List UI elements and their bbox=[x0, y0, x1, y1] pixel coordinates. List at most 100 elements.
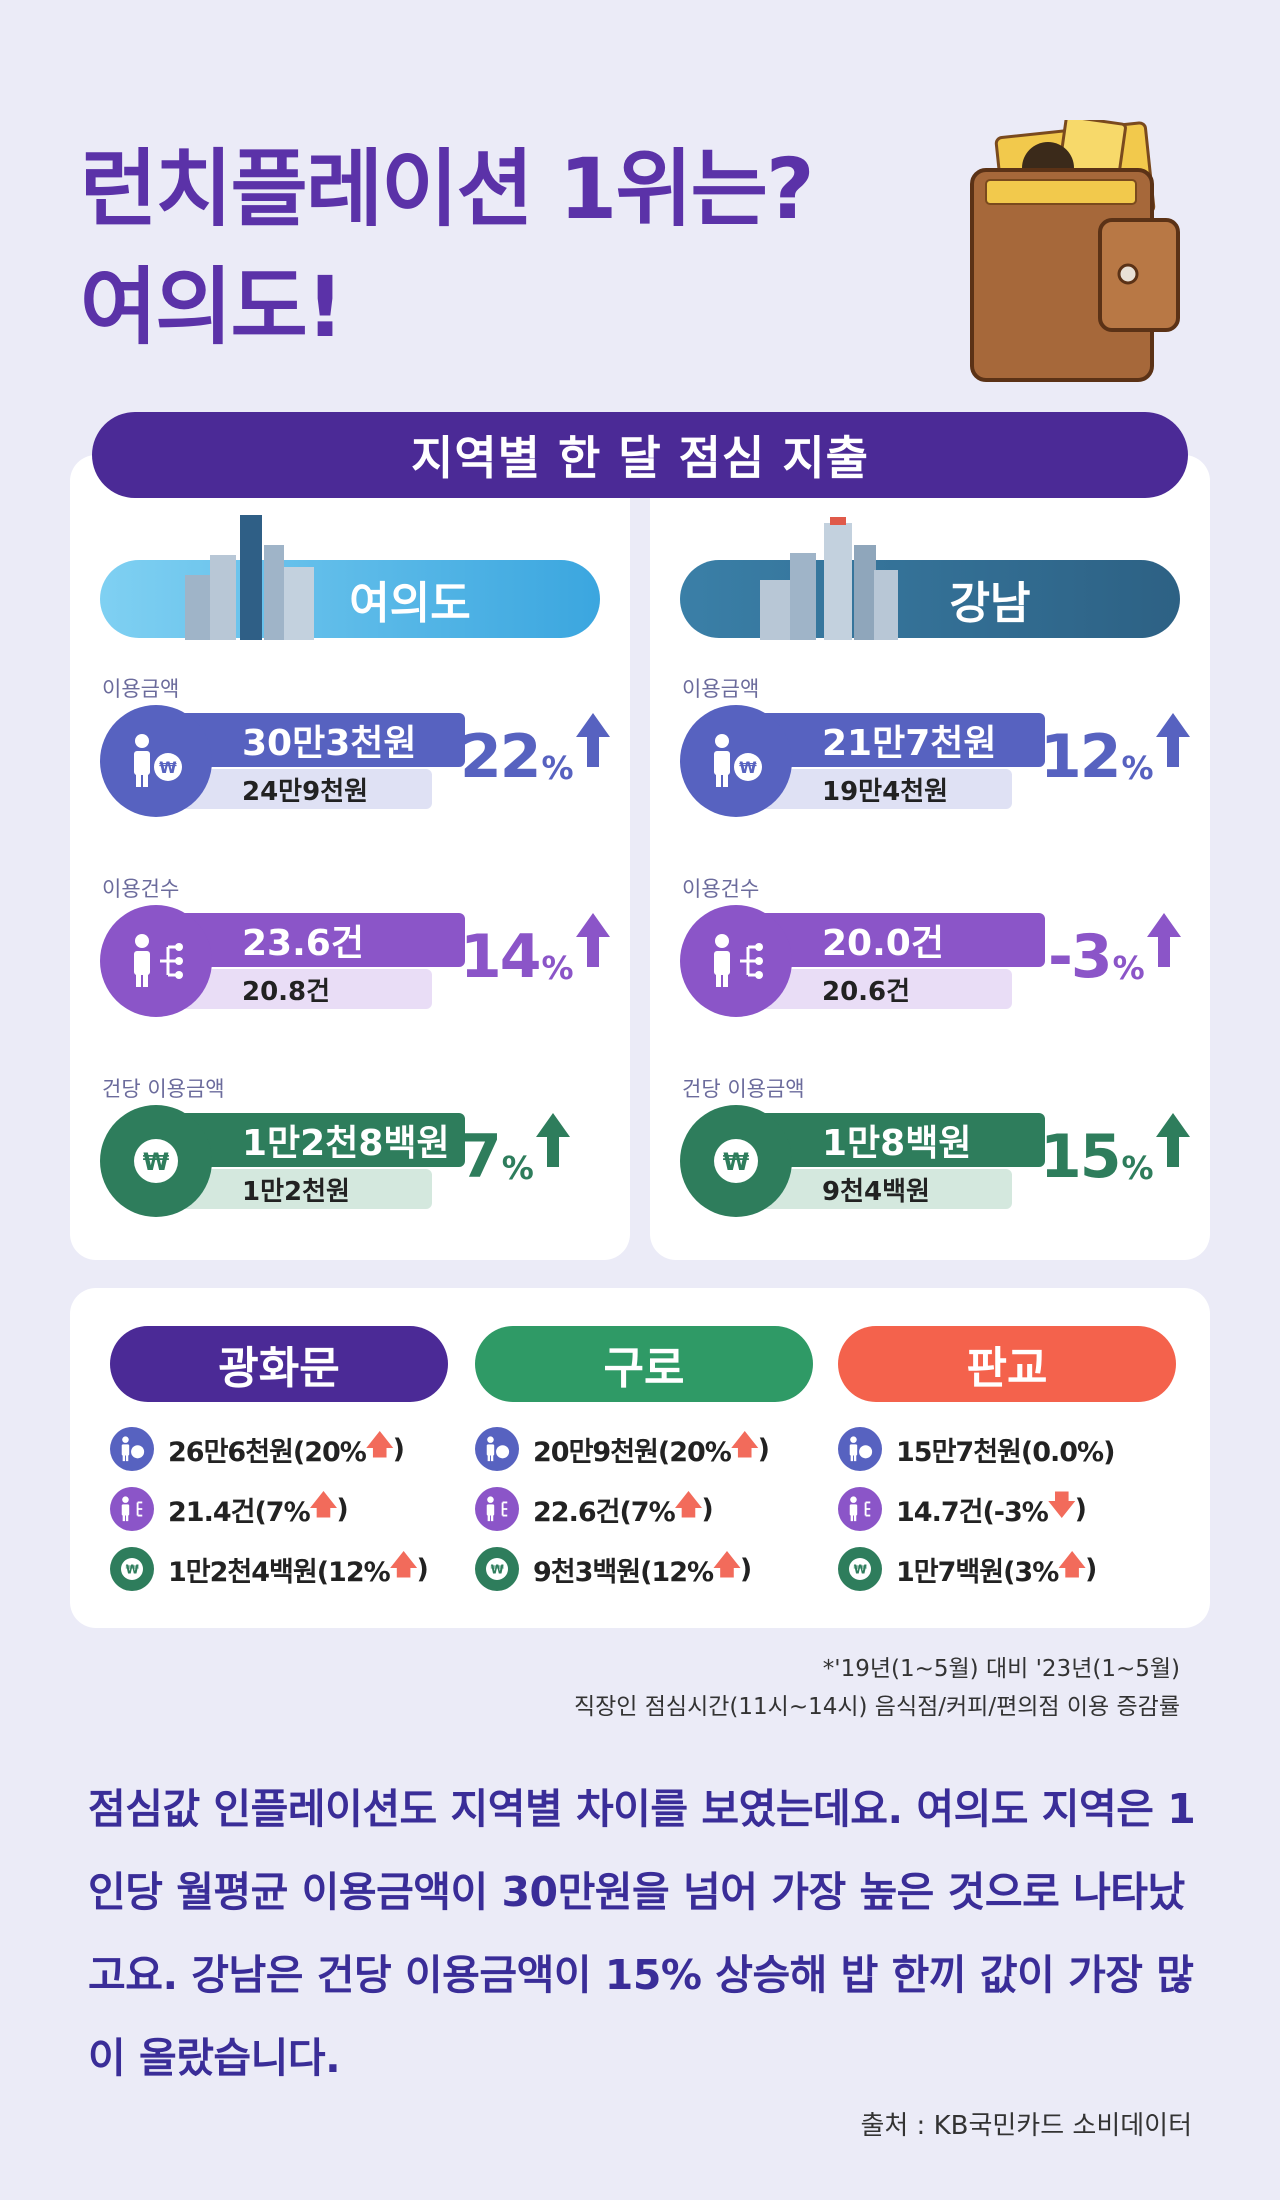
person-won-icon: ₩ bbox=[100, 705, 212, 817]
footnote-line1: *'19년(1~5월) 대비 '23년(1~5월) bbox=[822, 1656, 1180, 1682]
person-won-icon: ₩ bbox=[680, 705, 792, 817]
metric-count: 20.0건 20.6건 -3% bbox=[680, 905, 1200, 1025]
metric-per-case: 1만8백원 9천4백원 ₩ 15% bbox=[680, 1105, 1200, 1225]
metric-count: 23.6건 20.8건 14% bbox=[100, 905, 620, 1025]
wallet-icon: 5000 bbox=[970, 120, 1180, 382]
pangyo-per-case: ₩ 1만7백원(3% 🡅) bbox=[838, 1544, 1097, 1594]
arrow-up-icon bbox=[575, 713, 610, 767]
person-network-icon bbox=[475, 1487, 519, 1531]
won-coin-icon: ₩ bbox=[100, 1105, 212, 1217]
per-case-close: ) bbox=[1085, 1553, 1097, 1585]
region-name: 여의도 bbox=[349, 578, 471, 629]
headline-line2: 여의도! bbox=[80, 258, 344, 356]
count-pct: 14% bbox=[460, 907, 610, 1007]
arrow-up-icon bbox=[1146, 913, 1181, 967]
section-banner: 지역별 한 달 점심 지출 bbox=[92, 412, 1188, 498]
amount-value: 26만6천원(20% bbox=[168, 1436, 367, 1468]
pct-unit: % bbox=[541, 749, 574, 787]
count-previous: 20.6건 bbox=[760, 969, 1012, 1009]
region-name: 강남 bbox=[949, 578, 1031, 629]
per-case-pct: 15% bbox=[1040, 1107, 1190, 1207]
per-case-pct: 7% bbox=[460, 1107, 570, 1207]
pangyo-count: 14.7건(-3% 🡇) bbox=[838, 1484, 1087, 1534]
gwanghwamun-per-case: ₩ 1만2천4백원(12% 🡅) bbox=[110, 1544, 429, 1594]
per-case-previous: 9천4백원 bbox=[760, 1169, 1012, 1209]
pct-unit: % bbox=[541, 949, 574, 987]
label-count: 이용건수 bbox=[682, 877, 760, 901]
count-close: ) bbox=[336, 1493, 348, 1525]
won-coin-icon: ₩ bbox=[680, 1105, 792, 1217]
region-pill-yeouido: 여의도 bbox=[100, 560, 600, 638]
other-regions-card: 광화문 26만6천원(20% 🡅) 21.4건(7% 🡅) ₩ 1만2천4백원(12… bbox=[70, 1288, 1210, 1628]
person-won-icon bbox=[110, 1427, 154, 1471]
metric-amount: 30만3천원 24만9천원 ₩ 22% bbox=[100, 705, 620, 825]
pct-value: 15 bbox=[1040, 1122, 1121, 1192]
per-case-previous: 1만2천원 bbox=[180, 1169, 432, 1209]
pct-unit: % bbox=[1121, 749, 1154, 787]
skyline-icon bbox=[185, 515, 314, 640]
label-count: 이용건수 bbox=[102, 877, 180, 901]
gwanghwamun-count: 21.4건(7% 🡅) bbox=[110, 1484, 349, 1534]
arrow-up-icon: 🡅 bbox=[713, 1550, 741, 1581]
amount-value: 15만7천원(0.0%) bbox=[896, 1436, 1115, 1468]
arrow-up-icon bbox=[1155, 713, 1190, 767]
won-coin-icon: ₩ bbox=[475, 1547, 519, 1591]
count-pct: -3% bbox=[1048, 907, 1181, 1007]
count-current: 20.0건 bbox=[760, 913, 1045, 967]
arrow-down-icon: 🡇 bbox=[1047, 1490, 1076, 1521]
region-pill-gangnam: 강남 bbox=[680, 560, 1180, 638]
svg-text:₩: ₩ bbox=[143, 1148, 170, 1176]
region-pill-gwanghwamun: 광화문 bbox=[110, 1326, 448, 1402]
pct-unit: % bbox=[501, 1149, 534, 1187]
person-network-icon bbox=[680, 905, 792, 1017]
svg-text:₩: ₩ bbox=[491, 1563, 505, 1577]
amount-close: ) bbox=[757, 1433, 770, 1465]
amount-pct: 12% bbox=[1040, 707, 1190, 807]
guro-count: 22.6건(7% 🡅) bbox=[475, 1484, 714, 1534]
source-credit: 출처 : KB국민카드 소비데이터 bbox=[860, 2111, 1192, 2141]
person-network-icon bbox=[110, 1487, 154, 1531]
region-card-gangnam: 강남 이용금액 21만7천원 19만4천원 ₩ 12% 이용건수 20.0건 2… bbox=[650, 455, 1210, 1260]
person-won-icon bbox=[475, 1427, 519, 1471]
arrow-up-icon: 🡅 bbox=[389, 1550, 418, 1581]
arrow-up-icon bbox=[535, 1113, 570, 1167]
guro-amount: 20만9천원(20% 🡅) bbox=[475, 1424, 770, 1474]
per-case-close: ) bbox=[739, 1553, 752, 1585]
pct-unit: % bbox=[1112, 949, 1145, 987]
arrow-up-icon bbox=[575, 913, 610, 967]
arrow-up-icon: 🡅 bbox=[309, 1490, 338, 1521]
arrow-up-icon bbox=[1155, 1113, 1190, 1167]
pct-value: -3 bbox=[1048, 922, 1113, 992]
amount-close: ) bbox=[392, 1433, 405, 1465]
person-network-icon bbox=[100, 905, 212, 1017]
pct-value: 12 bbox=[1040, 722, 1121, 792]
svg-text:₩: ₩ bbox=[854, 1563, 868, 1577]
count-current: 23.6건 bbox=[180, 913, 465, 967]
count-value: 22.6건(7% bbox=[533, 1496, 676, 1528]
amount-current: 30만3천원 bbox=[180, 713, 465, 767]
skyline-icon bbox=[760, 517, 898, 640]
guro-per-case: ₩ 9천3백원(12% 🡅) bbox=[475, 1544, 752, 1594]
amount-pct: 22% bbox=[460, 707, 610, 807]
region-pill-pangyo: 판교 bbox=[838, 1326, 1176, 1402]
won-coin-icon: ₩ bbox=[110, 1547, 154, 1591]
headline-line1: 런치플레이션 1위는? bbox=[80, 140, 815, 238]
headline: 런치플레이션 1위는? 여의도! bbox=[80, 130, 960, 366]
arrow-up-icon: 🡅 bbox=[1058, 1550, 1086, 1581]
label-per-case: 건당 이용금액 bbox=[682, 1077, 805, 1101]
person-network-icon bbox=[838, 1487, 882, 1531]
amount-value: 20만9천원(20% bbox=[533, 1436, 732, 1468]
pct-value: 14 bbox=[460, 922, 541, 992]
per-case-value: 1만2천4백원(12% bbox=[168, 1556, 391, 1588]
count-close: ) bbox=[1074, 1493, 1087, 1525]
arrow-up-icon: 🡅 bbox=[365, 1430, 394, 1461]
metric-amount: 21만7천원 19만4천원 ₩ 12% bbox=[680, 705, 1200, 825]
count-close: ) bbox=[701, 1493, 713, 1525]
per-case-value: 1만7백원(3% bbox=[896, 1556, 1059, 1588]
amount-previous: 24만9천원 bbox=[180, 769, 432, 809]
region-pill-guro: 구로 bbox=[475, 1326, 813, 1402]
arrow-up-icon: 🡅 bbox=[674, 1490, 703, 1521]
svg-text:₩: ₩ bbox=[723, 1148, 750, 1176]
metric-per-case: 1만2천8백원 1만2천원 ₩ 7% bbox=[100, 1105, 620, 1225]
region-card-yeouido: 여의도 이용금액 30만3천원 24만9천원 ₩ 22% 이용건수 23.6건 … bbox=[70, 455, 630, 1260]
